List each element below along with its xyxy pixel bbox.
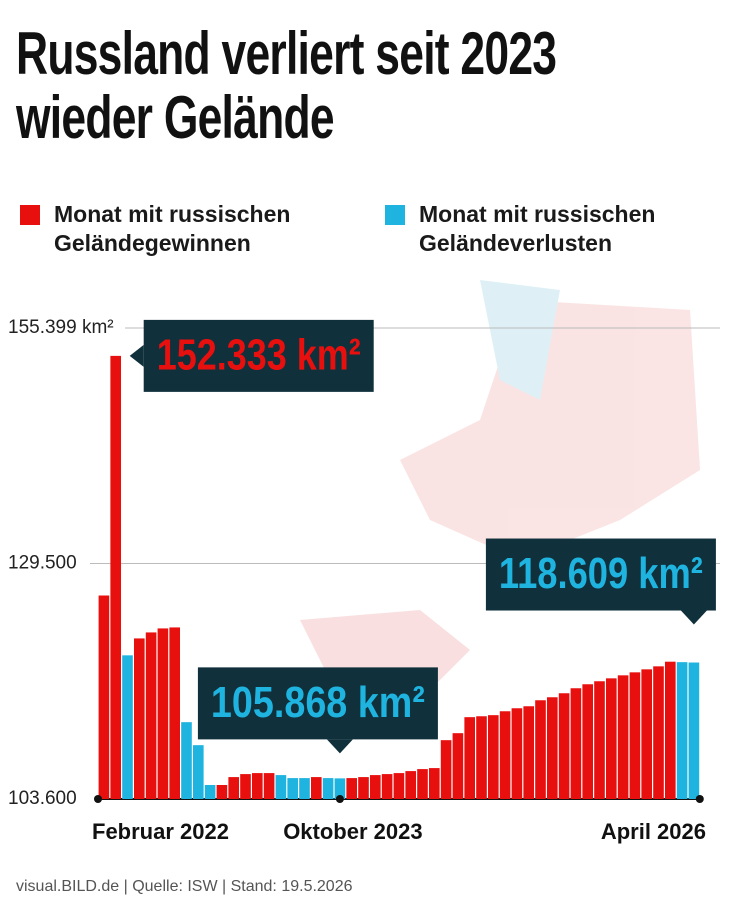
bar: [381, 774, 393, 799]
bar: [440, 740, 452, 799]
callout-pointer: [680, 610, 707, 625]
bar: [98, 595, 110, 799]
bar: [346, 778, 358, 799]
y-tick-label: 155.399 km²: [8, 317, 114, 338]
bar: [405, 771, 417, 799]
bar: [287, 778, 299, 799]
bar: [558, 693, 570, 799]
bar: [169, 627, 181, 799]
bar: [605, 678, 617, 799]
bar: [428, 768, 440, 799]
bar: [594, 681, 605, 799]
data-label: 105.868 km²: [211, 678, 425, 727]
x-tick-label: Oktober 2023: [283, 819, 422, 844]
bar: [334, 778, 346, 799]
data-label: 152.333 km²: [157, 331, 361, 380]
legend-label: Monat mit russischen Geländeverlusten: [419, 201, 656, 256]
axis-dot: [695, 795, 704, 803]
data-label: 118.609 km²: [499, 549, 703, 598]
x-tick-label: Februar 2022: [92, 819, 229, 844]
footer: visual.BILD.de | Quelle: ISW | Stand: 19…: [16, 878, 353, 895]
callout: 118.609 km²: [485, 538, 716, 625]
bar: [523, 706, 535, 799]
bar: [157, 628, 169, 799]
bar: [322, 778, 334, 799]
bar: [664, 661, 676, 799]
bar: [499, 711, 511, 799]
bar: [617, 675, 629, 799]
bar: [216, 784, 228, 799]
callout-box: [197, 667, 438, 740]
bar: [181, 722, 192, 799]
axis-dot: [94, 795, 102, 803]
callout-pointer: [326, 739, 353, 754]
bar: [369, 775, 381, 799]
bar: [275, 775, 287, 799]
callout-box: [143, 319, 374, 392]
y-tick-label: 129.500: [8, 553, 77, 574]
bar: [358, 777, 369, 799]
bar: [629, 672, 641, 799]
bar: [122, 655, 133, 799]
bar: [417, 769, 428, 799]
bar: [393, 773, 405, 799]
bar: [641, 669, 653, 799]
bar: [204, 784, 216, 799]
bar: [464, 717, 476, 799]
bar: [476, 716, 487, 799]
bar: [192, 745, 204, 799]
bar: [110, 355, 122, 799]
y-tick-label: 103.600: [8, 788, 77, 809]
bar: [299, 778, 310, 799]
bar: [546, 697, 558, 799]
legend-label: Monat mit russischen Geländegewinnen: [54, 201, 291, 256]
bar: [452, 733, 464, 799]
callout: 152.333 km²: [129, 319, 374, 392]
bar: [487, 715, 499, 799]
bar: [676, 662, 688, 799]
bar: [251, 773, 263, 799]
x-tick-label: April 2026: [601, 819, 706, 844]
bar: [133, 638, 145, 799]
bar: [263, 773, 275, 799]
axis-dot: [335, 795, 344, 803]
bar: [228, 777, 240, 799]
bar: [535, 700, 546, 799]
callout-box: [485, 538, 716, 611]
callout-pointer: [129, 344, 144, 367]
legend-swatch: [385, 205, 405, 225]
callout: 105.868 km²: [197, 667, 438, 754]
bar: [310, 777, 322, 799]
chart-title: Russland verliert seit 2023 wieder Gelän…: [16, 20, 557, 151]
legend-item: Monat mit russischen Geländeverlusten: [385, 200, 689, 258]
bar: [240, 774, 251, 799]
bar: [653, 666, 664, 799]
bar: [511, 708, 523, 799]
bar: [145, 632, 157, 799]
legend-swatch: [20, 205, 40, 225]
legend-item: Monat mit russischen Geländegewinnen: [20, 200, 324, 258]
bar: [688, 662, 700, 799]
bar: [582, 684, 594, 799]
bar: [570, 688, 582, 799]
